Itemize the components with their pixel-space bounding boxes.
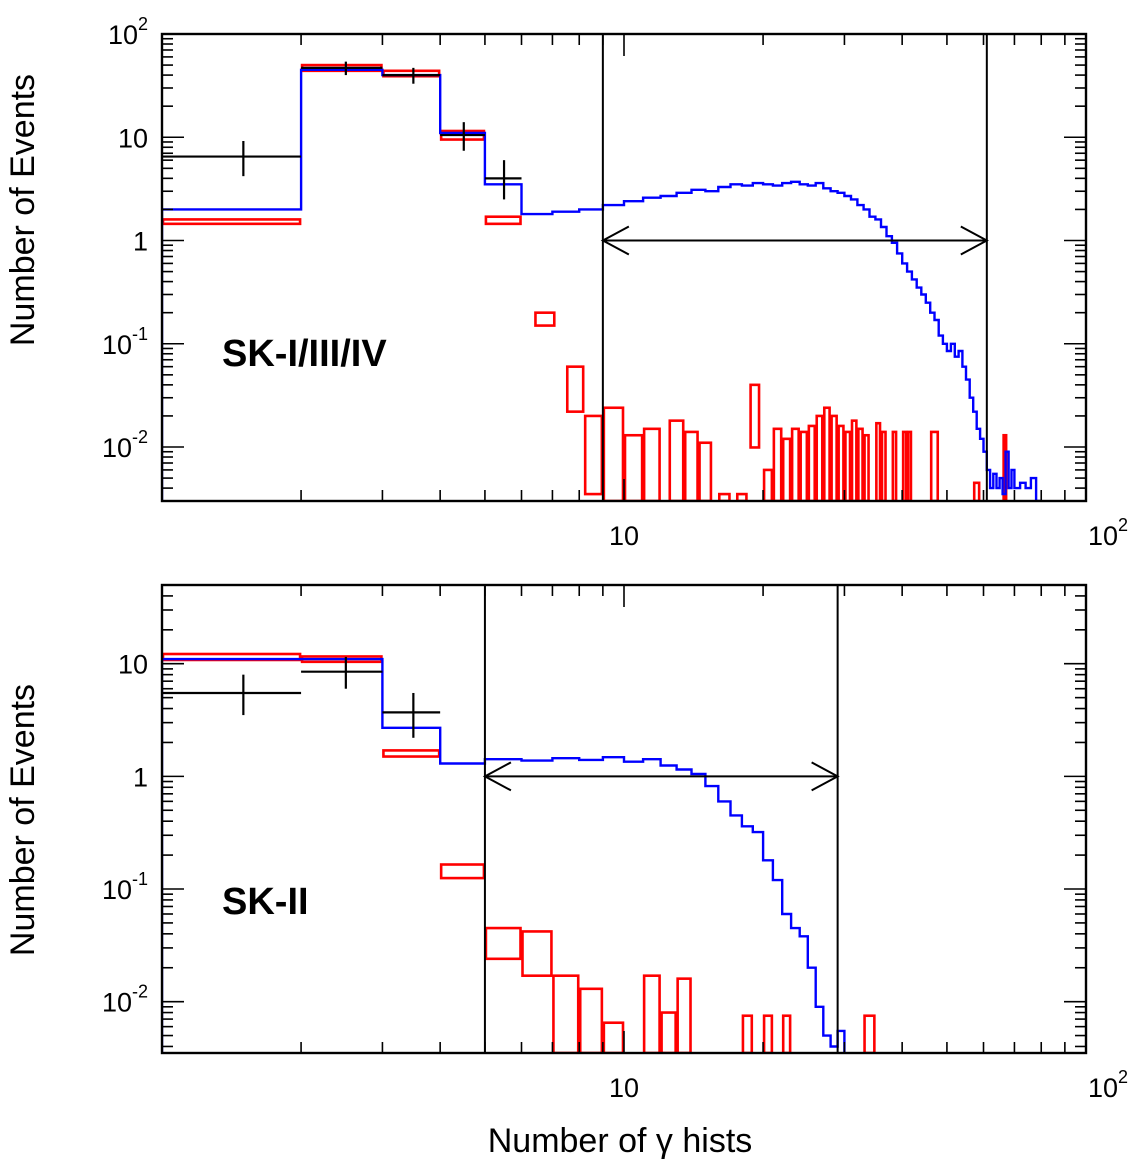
mc-error-box bbox=[718, 492, 731, 501]
mc-error-box bbox=[552, 974, 580, 1053]
mc-error-box bbox=[382, 749, 441, 758]
mc-error-box bbox=[676, 977, 692, 1053]
mc-error-box bbox=[602, 406, 625, 501]
mc-error-box bbox=[799, 430, 809, 501]
mc-error-box bbox=[583, 414, 604, 496]
mc-error-box bbox=[880, 430, 887, 501]
mc-error-box bbox=[844, 430, 852, 501]
mc-error-box bbox=[741, 1014, 754, 1053]
data-point bbox=[162, 674, 302, 716]
mc-error-box bbox=[781, 437, 792, 501]
mc-expectation-line bbox=[162, 657, 846, 1053]
x-tick-label: 10 bbox=[609, 521, 639, 551]
mc-error-box bbox=[484, 215, 522, 226]
y-tick-label: 10-2 bbox=[102, 427, 148, 463]
y-tick-label: 10-2 bbox=[102, 982, 148, 1018]
data-point bbox=[440, 122, 485, 151]
mc-error-box bbox=[830, 414, 838, 501]
mc-error-box bbox=[162, 218, 302, 226]
mc-error-box bbox=[521, 930, 553, 977]
mc-error-box bbox=[891, 430, 898, 501]
panel-label: SK-I/III/IV bbox=[222, 333, 387, 375]
mc-error-box bbox=[762, 1014, 774, 1053]
plot-area bbox=[162, 61, 1042, 501]
y-tick-label: 102 bbox=[108, 14, 148, 50]
mc-error-box bbox=[863, 433, 870, 501]
data-point bbox=[162, 140, 302, 177]
mc-error-box bbox=[972, 481, 981, 501]
y-tick-label: 10 bbox=[118, 650, 148, 680]
mc-error-box bbox=[762, 468, 774, 501]
mc-error-box bbox=[642, 427, 661, 501]
mc-error-box bbox=[578, 987, 604, 1053]
mc-error-box bbox=[683, 430, 699, 501]
mc-error-box bbox=[772, 427, 783, 501]
y-tick-label: 1 bbox=[133, 227, 148, 257]
y-tick-label: 1 bbox=[133, 762, 148, 792]
y-tick-label: 10 bbox=[118, 123, 148, 153]
mc-error-box bbox=[749, 383, 761, 449]
mc-error-box bbox=[602, 1021, 625, 1053]
x-axis-title: Number of γ hists bbox=[488, 1122, 753, 1160]
y-axis-title: Number of Events bbox=[4, 74, 42, 346]
mc-error-box bbox=[807, 424, 817, 501]
data-point bbox=[484, 160, 522, 200]
axis-ticks bbox=[161, 33, 1087, 502]
x-tick-label: 10 bbox=[609, 1073, 639, 1103]
top-panel: 10-2 10-1 1 10 102 10 102 SK-I/III/IV Number of … bbox=[4, 14, 1128, 551]
axis-ticks bbox=[161, 584, 1087, 1053]
mc-error-box bbox=[781, 1014, 792, 1053]
mc-error-box bbox=[815, 414, 824, 501]
plot-area bbox=[162, 652, 876, 1053]
mc-error-box bbox=[875, 421, 882, 501]
data-point bbox=[382, 67, 441, 84]
mc-error-box bbox=[790, 427, 800, 501]
mc-expectation-line bbox=[162, 68, 1042, 501]
mc-error-box bbox=[857, 427, 864, 501]
y-tick-label: 10-1 bbox=[102, 324, 148, 360]
mc-error-box bbox=[534, 311, 556, 327]
mc-error-box bbox=[822, 406, 831, 501]
mc-error-box bbox=[565, 365, 585, 413]
mc-error-box bbox=[901, 430, 908, 501]
data-point bbox=[301, 656, 383, 689]
bottom-panel: 10-2 10-1 1 10 10 102 SK-II Number of Events bbox=[4, 583, 1128, 1103]
mc-error-box bbox=[850, 419, 858, 501]
selection-arrow bbox=[482, 761, 840, 792]
mc-error-box bbox=[929, 430, 940, 501]
mc-error-box bbox=[906, 430, 913, 501]
y-tick-label: 10-1 bbox=[102, 869, 148, 905]
x-tick-label: 102 bbox=[1088, 1067, 1128, 1103]
mc-error-box bbox=[698, 441, 713, 501]
mc-error-box bbox=[484, 926, 522, 961]
mc-error-box bbox=[642, 974, 661, 1053]
y-axis-title: Number of Events bbox=[4, 684, 42, 956]
selection-arrow bbox=[600, 225, 989, 256]
data-point bbox=[301, 61, 383, 76]
data-point bbox=[382, 692, 441, 738]
mc-error-box bbox=[735, 492, 748, 501]
mc-error-box bbox=[668, 419, 685, 501]
mc-error-box bbox=[623, 433, 644, 501]
panel-label: SK-II bbox=[222, 881, 309, 923]
x-tick-label: 102 bbox=[1088, 515, 1128, 551]
mc-error-box bbox=[660, 1011, 677, 1053]
mc-error-box bbox=[837, 424, 845, 501]
mc-error-box bbox=[863, 1014, 876, 1053]
mc-error-box bbox=[439, 863, 486, 880]
